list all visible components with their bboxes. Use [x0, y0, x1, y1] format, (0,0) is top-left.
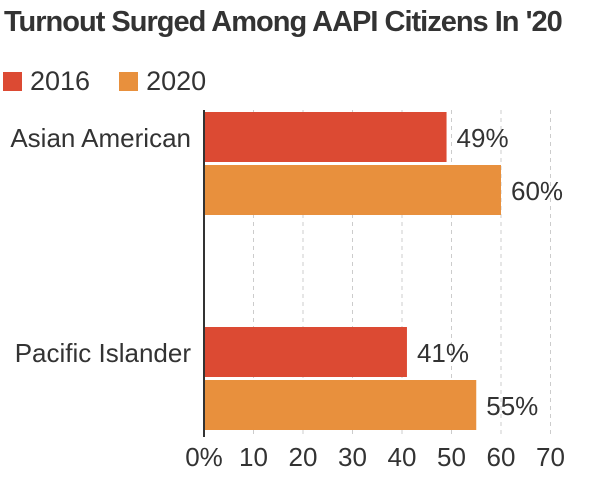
x-tick-label-0: 0% — [185, 442, 223, 472]
legend-item-2016: 2016 — [3, 66, 90, 97]
bar-2016-asian-american — [204, 112, 447, 162]
data-label-2020-asian-american: 60% — [511, 176, 563, 206]
chart-title: Turnout Surged Among AAPI Citizens In '2… — [4, 6, 563, 38]
category-label-asian-american: Asian American — [10, 123, 191, 153]
x-tick-label-60: 60 — [487, 442, 516, 472]
data-label-2016-asian-american: 49% — [457, 123, 509, 153]
category-label-pacific-islander: Pacific Islander — [15, 338, 192, 368]
legend-swatch-2016 — [3, 72, 22, 91]
legend-label-2016: 2016 — [30, 66, 91, 96]
x-tick-label-30: 30 — [338, 442, 367, 472]
x-tick-label-40: 40 — [388, 442, 417, 472]
bar-2020-pacific-islander — [204, 380, 477, 430]
legend: 2016 2020 — [3, 66, 235, 97]
legend-swatch-2020 — [119, 72, 139, 91]
legend-label-2020: 2020 — [146, 66, 207, 96]
legend-item-2020: 2020 — [119, 66, 206, 97]
data-label-2016-pacific-islander: 41% — [417, 338, 469, 368]
x-tick-label-70: 70 — [536, 442, 565, 472]
bar-2016-pacific-islander — [204, 327, 407, 377]
x-tick-label-50: 50 — [437, 442, 466, 472]
data-label-2020-pacific-islander: 55% — [486, 391, 538, 421]
x-tick-label-10: 10 — [239, 442, 268, 472]
x-tick-label-20: 20 — [289, 442, 318, 472]
bar-2020-asian-american — [204, 165, 501, 215]
